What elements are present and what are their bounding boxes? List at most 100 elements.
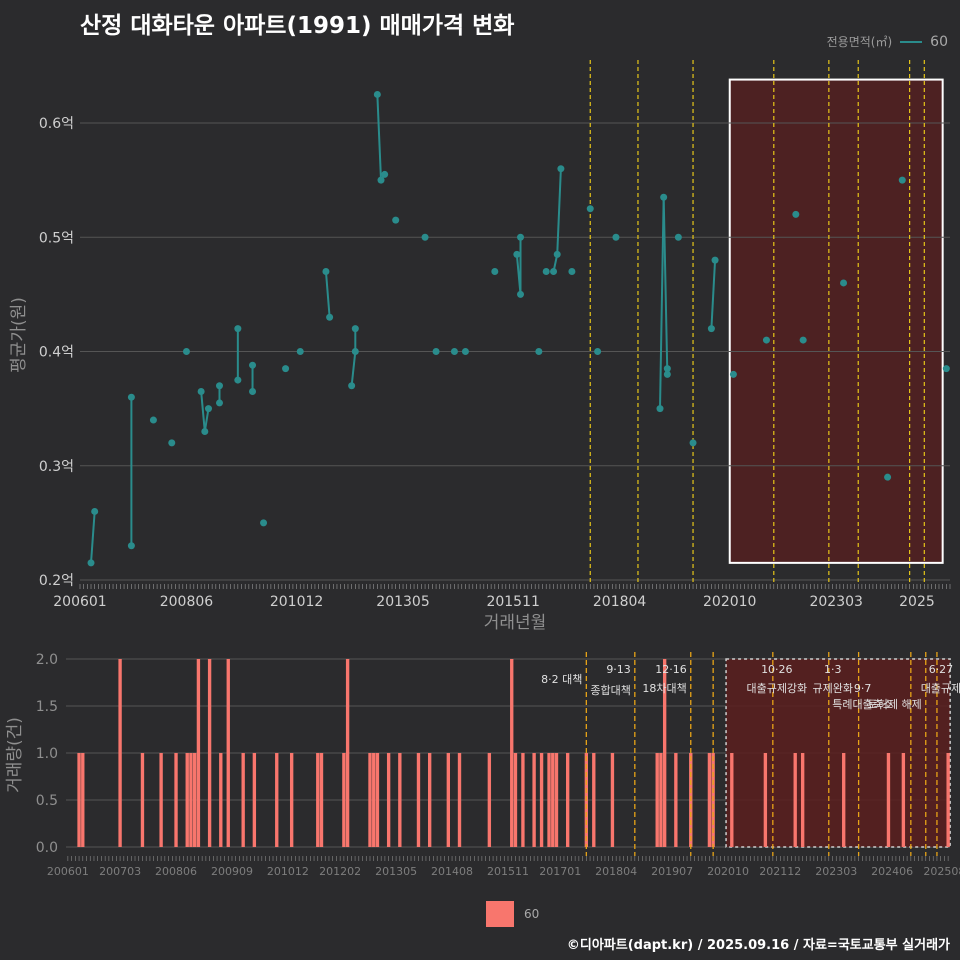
line-data-point: [612, 233, 620, 241]
source-credit: ©디아파트(dapt.kr) / 2025.09.16 / 자료=국토교통부 실…: [566, 938, 950, 953]
line-data-point: [450, 348, 458, 355]
bar-policy-label: 대출규제: [921, 682, 960, 695]
line-data-point: [557, 165, 565, 173]
bar-volume: [659, 753, 663, 847]
bar-x-tick-label: 201907: [651, 865, 693, 878]
bar-y-tick-label: 2.0: [36, 652, 58, 668]
bar-volume: [763, 753, 768, 847]
line-y-tick-label: 0.2억: [39, 573, 74, 589]
bar-volume: [275, 753, 279, 847]
bar-volume: [539, 753, 544, 847]
bar-policy-label: 1·3: [824, 663, 842, 676]
line-data-point: [392, 216, 400, 224]
bar-policy-label: 6·27: [929, 663, 954, 676]
bar-y-tick-label: 1.0: [36, 746, 58, 762]
bar-volume: [674, 753, 678, 847]
line-data-point: [215, 382, 223, 390]
bar-volume: [185, 753, 189, 847]
bar-legend-swatch: [486, 901, 514, 927]
line-data-point: [260, 519, 268, 527]
bar-policy-label: 대출규제강화: [746, 682, 807, 695]
line-data-point: [377, 176, 385, 184]
bar-x-tick-label: 201012: [267, 865, 309, 878]
bar-x-tick-label: 202406: [871, 865, 913, 878]
line-data-point: [201, 427, 209, 435]
line-data-point: [87, 559, 95, 567]
bar-x-tick-label: 201305: [375, 865, 417, 878]
bar-x-tick-label: 200909: [211, 865, 253, 878]
chart-title: 산정 대화타운 아파트(1991) 매매가격 변화: [80, 13, 515, 39]
line-data-point: [762, 336, 770, 344]
line-data-point: [351, 348, 359, 355]
line-x-tick-label: 201804: [593, 594, 647, 610]
bar-volume: [513, 753, 518, 847]
bar-x-tick-label: 200703: [99, 865, 141, 878]
line-legend-label: 60: [930, 33, 948, 50]
bar-x-tick-label: 200806: [155, 865, 197, 878]
line-series-segment: [324, 271, 331, 318]
line-data-point: [517, 290, 525, 298]
bar-volume: [319, 753, 324, 847]
line-series-segment: [659, 197, 665, 409]
line-data-point: [348, 382, 356, 390]
bar-volume: [118, 659, 122, 847]
line-data-point: [197, 387, 205, 395]
line-data-point: [517, 233, 525, 241]
line-data-point: [249, 387, 257, 395]
line-data-point: [296, 348, 304, 355]
bar-volume: [842, 753, 846, 847]
line-y-tick-label: 0.5억: [39, 230, 74, 246]
bar-x-tick-label: 200601: [47, 865, 89, 878]
line-data-point: [707, 325, 715, 333]
bar-y-tick-label: 0.0: [36, 840, 58, 856]
line-highlight-box: [728, 78, 944, 564]
bar-policy-label: 규제완화: [813, 682, 853, 695]
line-data-point: [550, 268, 558, 276]
bar-volume: [316, 753, 320, 847]
line-data-point: [568, 268, 576, 276]
bar-volume: [886, 753, 891, 847]
bar-x-tick-label: 201202: [319, 865, 361, 878]
bar-x-tick-label: 201804: [595, 865, 637, 878]
line-data-point: [542, 268, 550, 276]
line-data-point: [127, 393, 135, 401]
line-x-tick-label: 200601: [53, 594, 106, 610]
line-data-point: [663, 370, 671, 378]
line-data-point: [421, 233, 429, 241]
bar-x-tick-label: 201408: [431, 865, 473, 878]
line-data-point: [689, 439, 697, 447]
line-data-point: [792, 210, 800, 218]
line-series-segment: [203, 408, 210, 432]
bar-volume: [457, 753, 462, 847]
line-data-point: [594, 348, 602, 355]
line-data-point: [663, 365, 671, 373]
bar-volume: [532, 753, 536, 847]
line-data-point: [799, 336, 807, 344]
bar-volume: [554, 753, 559, 847]
line-data-point: [942, 365, 950, 373]
line-data-point: [586, 205, 594, 213]
bar-volume: [946, 753, 950, 847]
line-x-tick-label: 201305: [376, 594, 429, 610]
line-series-segment: [556, 168, 562, 255]
line-data-point: [127, 542, 135, 550]
bar-volume: [901, 753, 906, 847]
line-data-point: [91, 507, 99, 515]
bar-volume: [226, 659, 230, 847]
bar-volume: [662, 659, 667, 847]
bar-volume: [446, 753, 450, 847]
line-series-segment: [200, 391, 206, 432]
line-data-point: [513, 250, 521, 258]
line-series-segment: [662, 197, 669, 375]
bar-volume: [241, 753, 245, 847]
line-x-tick-label: 202010: [703, 594, 756, 610]
line-data-point: [282, 365, 290, 373]
bar-volume: [610, 753, 615, 847]
line-data-point: [182, 348, 190, 355]
bar-policy-label: 12·16: [655, 663, 687, 676]
bar-volume: [655, 753, 659, 847]
bar-volume: [800, 753, 805, 847]
line-y-tick-label: 0.4억: [39, 345, 74, 361]
line-data-point: [322, 268, 330, 276]
bar-policy-label: 9·7: [854, 682, 872, 695]
